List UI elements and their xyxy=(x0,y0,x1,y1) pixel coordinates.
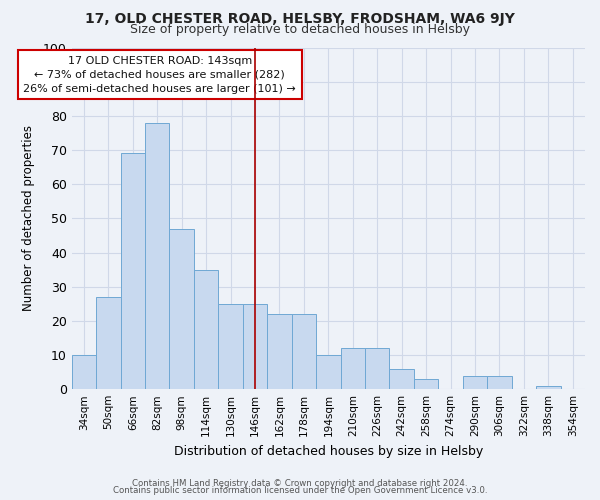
Bar xyxy=(96,297,121,389)
Bar xyxy=(487,376,512,389)
Bar xyxy=(536,386,560,389)
Text: 17, OLD CHESTER ROAD, HELSBY, FRODSHAM, WA6 9JY: 17, OLD CHESTER ROAD, HELSBY, FRODSHAM, … xyxy=(85,12,515,26)
Text: Size of property relative to detached houses in Helsby: Size of property relative to detached ho… xyxy=(130,22,470,36)
Bar xyxy=(365,348,389,389)
Bar xyxy=(414,379,439,389)
Bar xyxy=(121,154,145,389)
Text: Contains HM Land Registry data © Crown copyright and database right 2024.: Contains HM Land Registry data © Crown c… xyxy=(132,478,468,488)
Bar xyxy=(145,122,169,389)
Bar xyxy=(169,228,194,389)
Bar xyxy=(243,304,267,389)
Bar xyxy=(194,270,218,389)
Bar xyxy=(71,355,96,389)
Text: 17 OLD CHESTER ROAD: 143sqm
← 73% of detached houses are smaller (282)
26% of se: 17 OLD CHESTER ROAD: 143sqm ← 73% of det… xyxy=(23,56,296,94)
Bar xyxy=(463,376,487,389)
Bar xyxy=(316,355,341,389)
Bar xyxy=(267,314,292,389)
Y-axis label: Number of detached properties: Number of detached properties xyxy=(22,126,35,312)
Text: Contains public sector information licensed under the Open Government Licence v3: Contains public sector information licen… xyxy=(113,486,487,495)
Bar xyxy=(218,304,243,389)
Bar xyxy=(292,314,316,389)
Bar xyxy=(389,368,414,389)
X-axis label: Distribution of detached houses by size in Helsby: Distribution of detached houses by size … xyxy=(174,444,483,458)
Bar xyxy=(341,348,365,389)
